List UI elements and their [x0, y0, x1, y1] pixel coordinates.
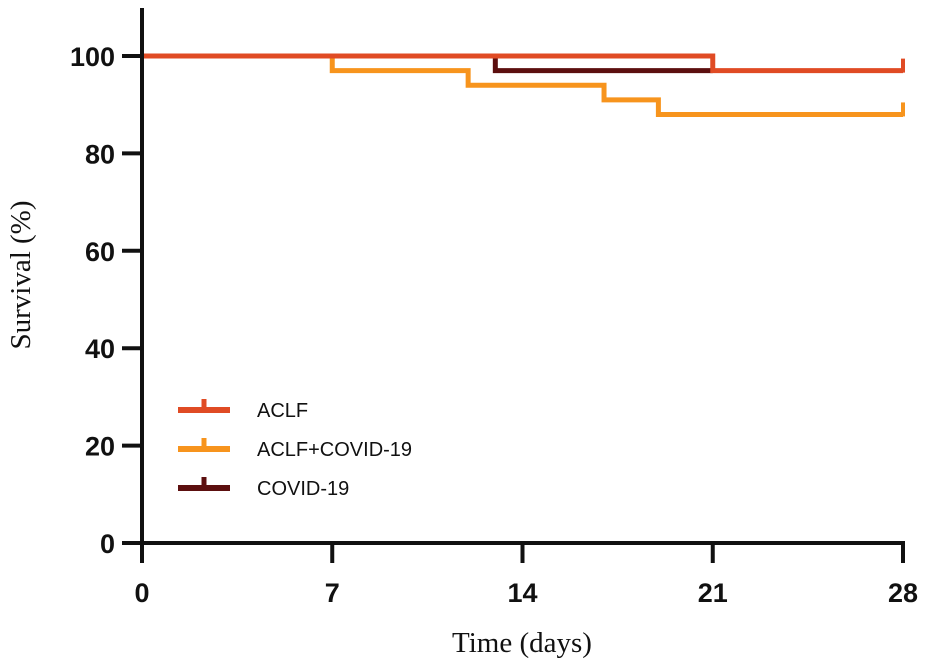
legend-item-covid-19: COVID-19: [178, 477, 349, 500]
x-tick-label: 7: [325, 578, 340, 608]
legend-label: ACLF: [257, 400, 308, 422]
series-line-covid-19: [492, 56, 713, 74]
x-tick-label: 21: [698, 578, 728, 608]
x-axis-title: Time (days): [452, 627, 592, 659]
legend-label: COVID-19: [257, 478, 349, 500]
y-tick-label: 40: [85, 334, 115, 364]
series-layer: [142, 53, 905, 117]
legend-item-aclf: ACLF: [178, 399, 308, 422]
y-tick-label: 60: [85, 237, 115, 267]
ticks-layer: 0 20 40 60 80 100 0 7 14 21 28: [70, 42, 918, 608]
legend-item-aclf-covid-19: ACLF+COVID-19: [178, 438, 412, 461]
series-line-aclf-covid-19: [142, 53, 903, 117]
y-tick-label: 0: [100, 529, 115, 559]
y-tick-label: 20: [85, 432, 115, 462]
y-tick-label: 80: [85, 139, 115, 169]
x-tick-label: 0: [134, 578, 149, 608]
axes-layer: [140, 8, 905, 545]
legend-label: ACLF+COVID-19: [257, 439, 412, 461]
x-tick-label: 28: [888, 578, 918, 608]
y-axis-title: Survival (%): [5, 201, 37, 350]
series-line-aclf: [142, 53, 903, 74]
x-tick-label: 14: [507, 578, 537, 608]
y-tick-label: 100: [70, 42, 115, 72]
legend: ACLF ACLF+COVID-19 COVID-19: [178, 399, 412, 500]
